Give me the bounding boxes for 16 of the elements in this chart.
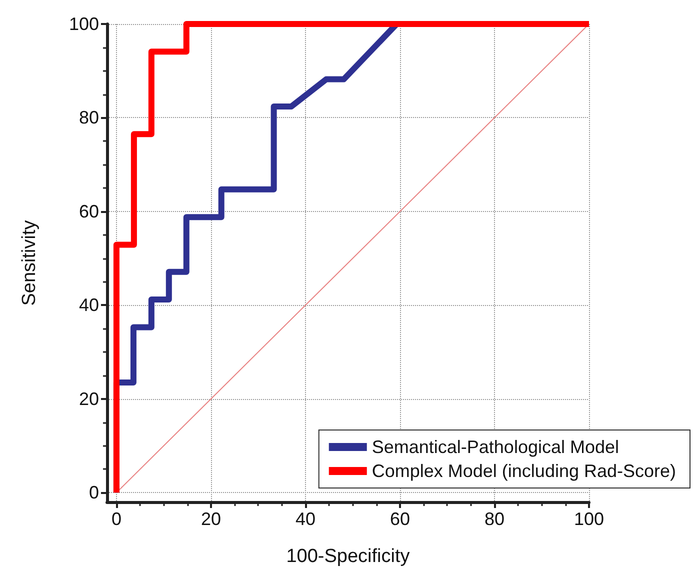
y-tick-label: 100 <box>68 14 99 34</box>
x-tick-label: 100 <box>574 509 604 529</box>
y-tick-label: 20 <box>78 388 99 409</box>
x-tick-label: 20 <box>200 509 221 529</box>
legend-label: Semantical-Pathological Model <box>372 437 620 457</box>
x-tick-label: 0 <box>111 509 122 529</box>
x-axis-title: 100-Specificity <box>286 546 410 567</box>
x-tick-label: 80 <box>484 509 505 529</box>
x-tick-label: 60 <box>390 509 410 529</box>
y-tick-label: 0 <box>88 482 99 503</box>
y-tick-label: 40 <box>78 295 99 316</box>
y-axis-title: Sensitivity <box>19 220 40 306</box>
y-tick-label: 80 <box>78 108 99 128</box>
y-tick-label: 60 <box>78 201 99 222</box>
legend-label: Complex Model (including Rad-Score) <box>372 461 676 481</box>
x-tick-label: 40 <box>295 509 316 529</box>
